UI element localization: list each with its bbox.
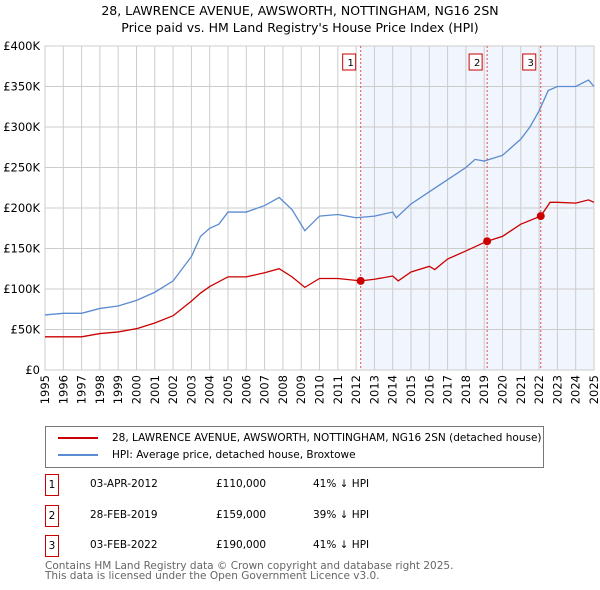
- sale-badge: 3: [45, 535, 59, 557]
- x-tick-label: 2008: [276, 375, 290, 404]
- sale-price: £110,000: [216, 478, 267, 490]
- sale-date: 03-FEB-2022: [90, 539, 158, 551]
- sale-badge: 1: [45, 474, 59, 496]
- x-tick-label: 2020: [496, 375, 510, 404]
- sale-label-box: [522, 53, 537, 71]
- sale-price: £159,000: [216, 509, 267, 521]
- y-tick-label: £50K: [11, 323, 41, 337]
- x-tick-label: 2010: [313, 375, 327, 404]
- y-tick-label: £350K: [3, 80, 40, 94]
- x-tick-label: 2017: [441, 375, 455, 404]
- x-tick-label: 1996: [56, 375, 70, 404]
- sale-point: [483, 237, 492, 246]
- x-tick-label: 2021: [514, 375, 528, 404]
- sale-label-box: [342, 53, 357, 71]
- x-tick-label: 1997: [75, 375, 89, 404]
- x-tick-label: 2006: [239, 375, 253, 404]
- x-tick-label: 1999: [111, 375, 125, 404]
- x-tick-label: 2018: [459, 375, 473, 404]
- legend: 28, LAWRENCE AVENUE, AWSWORTH, NOTTINGHA…: [45, 426, 544, 468]
- legend-swatch-property: [58, 437, 98, 439]
- x-tick-label: 2003: [184, 375, 198, 404]
- x-tick-label: 2022: [532, 375, 546, 404]
- hpi-line: [44, 79, 595, 316]
- x-tick-label: 2004: [203, 375, 217, 404]
- legend-label-hpi: HPI: Average price, detached house, Brox…: [112, 449, 356, 461]
- y-tick-label: £200K: [3, 201, 40, 215]
- plot-frame: [44, 45, 595, 371]
- x-tick-label: 2002: [166, 375, 180, 404]
- sale-hpi: 39% ↓ HPI: [313, 509, 370, 521]
- sale-price: £190,000: [216, 539, 267, 551]
- sale-hpi: 41% ↓ HPI: [313, 539, 370, 551]
- x-tick-label: 2001: [148, 375, 162, 404]
- x-tick-label: 2016: [422, 375, 436, 404]
- sale-label: 2: [474, 58, 480, 69]
- sale-label: 3: [528, 58, 534, 69]
- legend-label-property: 28, LAWRENCE AVENUE, AWSWORTH, NOTTINGHA…: [112, 432, 542, 444]
- x-tick-label: 2009: [294, 375, 308, 404]
- chart-title: 28, LAWRENCE AVENUE, AWSWORTH, NOTTINGHA…: [101, 3, 499, 18]
- x-tick-label: 2015: [404, 375, 418, 404]
- footer-line: Contains HM Land Registry data © Crown c…: [45, 560, 454, 572]
- footer: Contains HM Land Registry data © Crown c…: [45, 560, 454, 582]
- x-tick-label: 1995: [38, 375, 52, 404]
- x-tick-label: 2000: [130, 375, 144, 404]
- x-tick-label: 2025: [587, 375, 600, 404]
- x-tick-label: 2007: [258, 375, 272, 404]
- chart-subtitle: Price paid vs. HM Land Registry's House …: [121, 20, 479, 35]
- x-tick-label: 2013: [367, 375, 381, 404]
- sale-date: 28-FEB-2019: [90, 509, 158, 521]
- property-price-line: [45, 199, 595, 338]
- x-tick-label: 2011: [331, 375, 345, 404]
- sale-badge: 2: [45, 505, 59, 527]
- sale-point: [536, 212, 545, 221]
- y-tick-label: £250K: [3, 161, 40, 175]
- y-tick-label: £300K: [3, 120, 40, 134]
- sale-hpi: 41% ↓ HPI: [313, 478, 370, 490]
- x-tick-label: 2014: [386, 375, 400, 404]
- y-tick-label: £100K: [3, 282, 40, 296]
- sale-date: 03-APR-2012: [90, 478, 158, 490]
- x-tick-label: 1998: [93, 375, 107, 404]
- legend-swatch-hpi: [58, 454, 98, 456]
- x-tick-label: 2012: [349, 375, 363, 404]
- sale-label-box: [468, 53, 483, 71]
- x-tick-label: 2024: [569, 375, 583, 404]
- y-tick-label: £400K: [3, 39, 40, 53]
- x-tick-label: 2005: [221, 375, 235, 404]
- sale-point: [356, 276, 365, 285]
- x-tick-label: 2019: [477, 375, 491, 404]
- footer-line: This data is licensed under the Open Gov…: [45, 570, 380, 582]
- y-tick-label: £150K: [3, 242, 40, 256]
- chart: 1995 1996 1997 1998 1999 2000 2001 2002 2003 2004…: [3, 39, 600, 404]
- x-tick-label: 2023: [550, 375, 564, 404]
- sale-label: 1: [347, 58, 353, 69]
- y-tick-label: £0: [25, 363, 40, 377]
